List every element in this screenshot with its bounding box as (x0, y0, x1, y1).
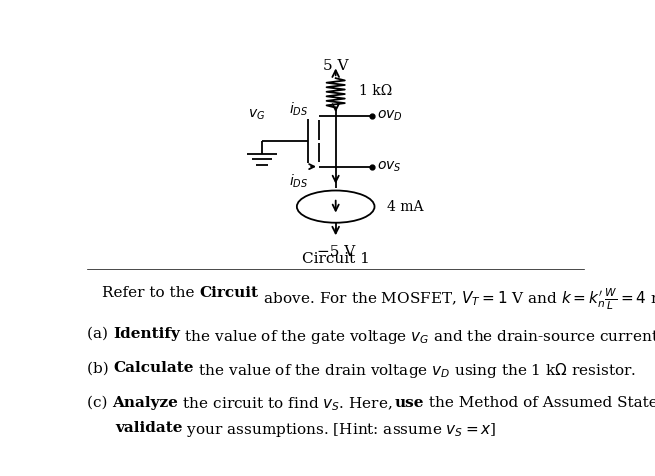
Text: −5 V: −5 V (316, 245, 355, 258)
Text: Refer to the: Refer to the (102, 287, 200, 300)
Text: 5 V: 5 V (323, 59, 348, 73)
Text: $i_{DS}$: $i_{DS}$ (289, 172, 308, 189)
Text: $ov_D$: $ov_D$ (377, 109, 403, 123)
Text: (a): (a) (87, 327, 113, 341)
Text: the circuit to find $v_S$. Here,: the circuit to find $v_S$. Here, (178, 396, 394, 413)
Text: your assumptions. [Hint: assume $v_S = x$]: your assumptions. [Hint: assume $v_S = x… (182, 420, 497, 438)
Text: (b): (b) (87, 361, 113, 375)
Text: Analyze: Analyze (112, 396, 178, 409)
Text: 1 kΩ: 1 kΩ (358, 84, 392, 98)
Text: Circuit: Circuit (200, 287, 259, 300)
Text: the Method of Assumed State. You must: the Method of Assumed State. You must (424, 396, 655, 409)
Text: the value of the gate voltage $v_G$ and the drain-source current $i_{DS}$.: the value of the gate voltage $v_G$ and … (179, 327, 655, 346)
Text: use: use (394, 396, 424, 409)
Text: Circuit 1: Circuit 1 (302, 252, 369, 266)
Text: Calculate: Calculate (113, 361, 194, 375)
Text: Identify: Identify (113, 327, 179, 341)
Text: $v_G$: $v_G$ (248, 108, 266, 122)
Text: the value of the drain voltage $v_D$ using the 1 k$\Omega$ resistor.: the value of the drain voltage $v_D$ usi… (194, 361, 636, 380)
Text: $i_{DS}$: $i_{DS}$ (289, 100, 308, 118)
Text: 4 mA: 4 mA (387, 199, 424, 214)
Text: (c): (c) (87, 396, 112, 409)
Text: $ov_S$: $ov_S$ (377, 159, 402, 174)
Text: above. For the MOSFET, $V_T = 1$ V and $k = k_n^{\prime}\frac{W}{L} = 4$ mA/$V^2: above. For the MOSFET, $V_T = 1$ V and $… (259, 287, 655, 312)
Text: validate: validate (115, 420, 182, 435)
